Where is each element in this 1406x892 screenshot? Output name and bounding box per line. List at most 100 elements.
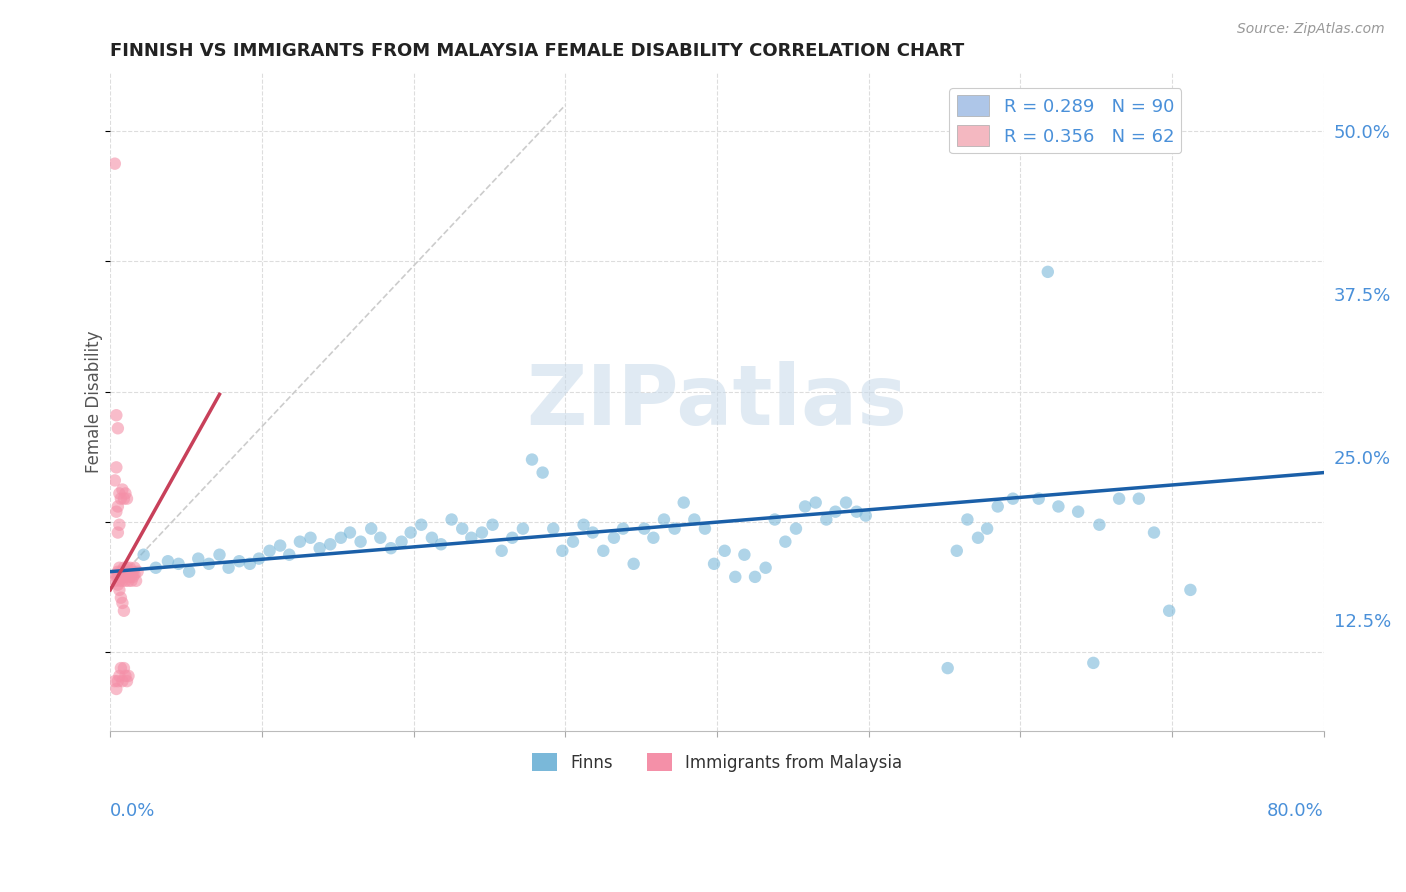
Point <box>111 570 134 584</box>
Point <box>319 537 342 551</box>
Point <box>110 565 132 579</box>
Point <box>755 560 778 574</box>
Text: 80.0%: 80.0% <box>1267 803 1324 821</box>
Point <box>239 557 262 571</box>
Point <box>572 517 595 532</box>
Point <box>124 567 146 582</box>
Point <box>339 525 361 540</box>
Point <box>360 522 382 536</box>
Y-axis label: Female Disability: Female Disability <box>86 330 103 473</box>
Point <box>127 565 149 579</box>
Point <box>208 548 231 562</box>
Point <box>643 531 665 545</box>
Point <box>1083 656 1105 670</box>
Point <box>349 534 371 549</box>
Legend: Finns, Immigrants from Malaysia: Finns, Immigrants from Malaysia <box>526 747 908 779</box>
Point <box>391 534 413 549</box>
Point <box>541 522 564 536</box>
Point <box>664 522 686 536</box>
Point <box>107 565 129 579</box>
Point <box>112 491 135 506</box>
Point <box>107 525 129 540</box>
Point <box>104 156 127 170</box>
Point <box>112 661 135 675</box>
Point <box>117 669 139 683</box>
Point <box>430 537 453 551</box>
Point <box>481 517 503 532</box>
Point <box>411 517 433 532</box>
Point <box>111 596 134 610</box>
Point <box>693 522 716 536</box>
Point <box>744 570 766 584</box>
Point <box>107 570 129 584</box>
Point <box>108 486 131 500</box>
Point <box>1028 491 1050 506</box>
Point <box>1001 491 1024 506</box>
Point <box>110 661 132 675</box>
Point <box>107 500 129 514</box>
Point <box>440 512 463 526</box>
Point <box>111 565 134 579</box>
Point <box>111 674 134 689</box>
Point <box>794 500 817 514</box>
Point <box>623 557 645 571</box>
Point <box>1143 525 1166 540</box>
Point <box>132 548 155 562</box>
Point <box>1047 500 1070 514</box>
Point <box>115 560 138 574</box>
Point <box>278 548 301 562</box>
Point <box>531 466 554 480</box>
Point <box>108 582 131 597</box>
Point <box>125 574 148 588</box>
Point <box>1088 517 1111 532</box>
Point <box>308 541 330 556</box>
Point <box>108 560 131 574</box>
Point <box>551 543 574 558</box>
Point <box>299 531 322 545</box>
Point <box>724 570 747 584</box>
Point <box>105 505 128 519</box>
Point <box>713 543 735 558</box>
Point <box>1180 582 1202 597</box>
Point <box>775 534 797 549</box>
Point <box>110 591 132 605</box>
Point <box>804 495 827 509</box>
Point <box>105 570 128 584</box>
Point <box>501 531 523 545</box>
Point <box>399 525 422 540</box>
Point <box>329 531 352 545</box>
Point <box>122 570 145 584</box>
Point <box>835 495 858 509</box>
Point <box>145 560 167 574</box>
Point <box>420 531 443 545</box>
Point <box>845 505 868 519</box>
Point <box>582 525 605 540</box>
Point <box>114 574 136 588</box>
Point <box>167 557 190 571</box>
Point <box>110 570 132 584</box>
Point <box>115 491 138 506</box>
Point <box>104 474 127 488</box>
Point <box>118 570 141 584</box>
Point <box>156 554 179 568</box>
Point <box>110 491 132 506</box>
Point <box>107 421 129 435</box>
Point <box>108 669 131 683</box>
Point <box>815 512 838 526</box>
Point <box>115 567 138 582</box>
Point <box>1067 505 1090 519</box>
Point <box>1159 604 1181 618</box>
Point <box>247 551 270 566</box>
Text: ZIPatlas: ZIPatlas <box>527 361 908 442</box>
Point <box>259 543 281 558</box>
Point <box>111 574 134 588</box>
Point <box>368 531 391 545</box>
Point <box>105 567 128 582</box>
Point <box>122 565 145 579</box>
Point <box>198 557 221 571</box>
Point <box>451 522 474 536</box>
Point <box>683 512 706 526</box>
Point <box>785 522 807 536</box>
Point <box>105 681 128 696</box>
Point <box>733 548 755 562</box>
